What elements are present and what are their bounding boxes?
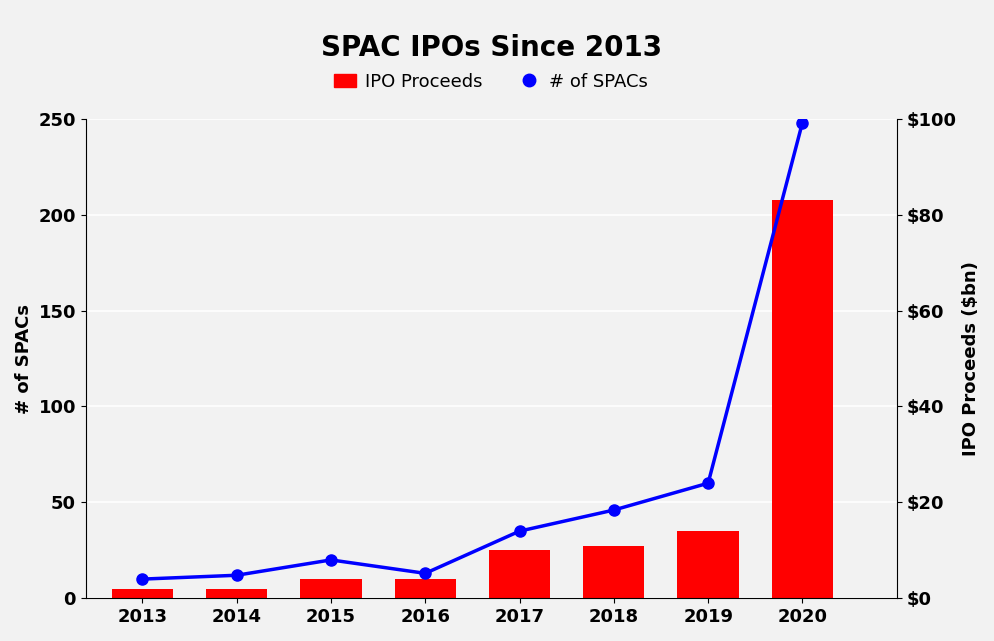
Bar bbox=[488, 551, 550, 598]
Bar bbox=[300, 579, 361, 598]
Bar bbox=[111, 588, 173, 598]
Bar bbox=[206, 588, 267, 598]
Bar bbox=[395, 579, 455, 598]
Y-axis label: # of SPACs: # of SPACs bbox=[15, 303, 33, 413]
Bar bbox=[582, 545, 644, 598]
Bar bbox=[771, 200, 832, 598]
Title: SPAC IPOs Since 2013: SPAC IPOs Since 2013 bbox=[320, 34, 661, 62]
Legend: IPO Proceeds, # of SPACs: IPO Proceeds, # of SPACs bbox=[327, 65, 655, 98]
Bar bbox=[677, 531, 738, 598]
Y-axis label: IPO Proceeds ($bn): IPO Proceeds ($bn) bbox=[961, 261, 979, 456]
